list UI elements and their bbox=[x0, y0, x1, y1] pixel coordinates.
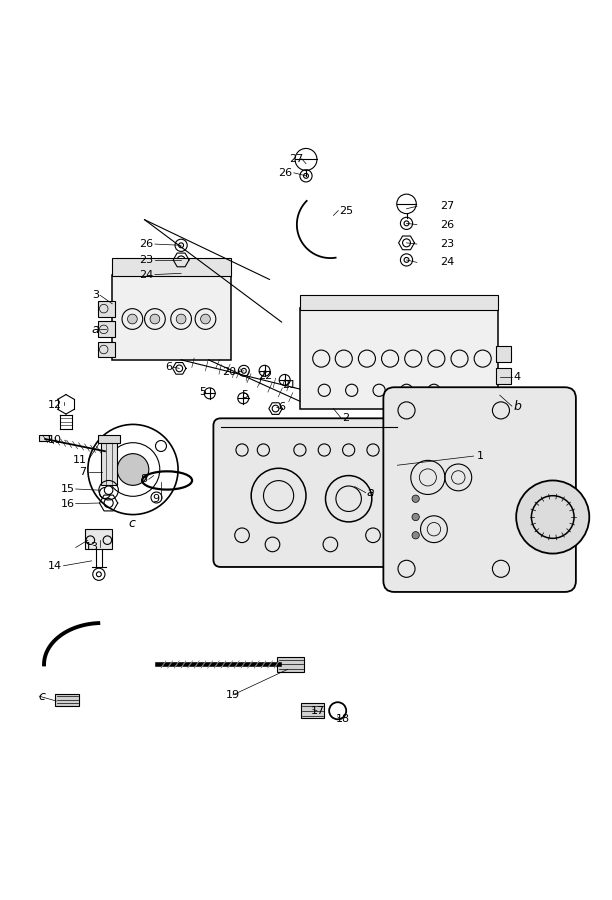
Text: 27: 27 bbox=[440, 202, 454, 211]
Text: a: a bbox=[367, 486, 375, 500]
Bar bbox=[98, 342, 114, 357]
Circle shape bbox=[412, 513, 419, 521]
Circle shape bbox=[97, 572, 102, 577]
Circle shape bbox=[179, 271, 184, 275]
Text: 11: 11 bbox=[73, 454, 87, 464]
Text: 24: 24 bbox=[140, 269, 154, 280]
Text: c: c bbox=[38, 689, 45, 703]
Text: 13: 13 bbox=[85, 543, 99, 553]
Bar bbox=[98, 321, 114, 338]
Text: 8: 8 bbox=[141, 474, 147, 484]
Text: 20: 20 bbox=[222, 367, 236, 377]
Bar bbox=[101, 442, 116, 485]
Circle shape bbox=[412, 495, 419, 502]
Text: 5: 5 bbox=[199, 386, 206, 397]
Bar bbox=[39, 436, 49, 442]
Text: 27: 27 bbox=[289, 154, 303, 164]
Text: 1: 1 bbox=[477, 451, 483, 461]
Text: 17: 17 bbox=[311, 706, 325, 716]
Circle shape bbox=[404, 257, 409, 263]
Bar bbox=[98, 436, 119, 443]
Text: 26: 26 bbox=[440, 220, 454, 230]
Circle shape bbox=[201, 314, 211, 324]
Bar bbox=[496, 389, 511, 404]
Circle shape bbox=[150, 314, 160, 324]
Bar bbox=[300, 308, 498, 409]
FancyBboxPatch shape bbox=[214, 418, 405, 567]
Text: 26: 26 bbox=[140, 239, 154, 249]
Text: 6: 6 bbox=[278, 402, 286, 412]
Bar bbox=[112, 274, 231, 360]
Circle shape bbox=[516, 481, 589, 554]
Circle shape bbox=[127, 314, 137, 324]
Text: 23: 23 bbox=[440, 239, 454, 249]
Text: 14: 14 bbox=[48, 561, 62, 571]
Text: 22: 22 bbox=[258, 371, 273, 381]
FancyBboxPatch shape bbox=[383, 387, 576, 592]
Text: 2: 2 bbox=[343, 413, 349, 423]
Text: 9: 9 bbox=[152, 494, 160, 504]
Circle shape bbox=[412, 532, 419, 539]
Text: 15: 15 bbox=[61, 484, 75, 494]
Text: c: c bbox=[129, 517, 135, 529]
Text: 23: 23 bbox=[140, 255, 154, 265]
Text: 21: 21 bbox=[282, 381, 296, 391]
Text: 5: 5 bbox=[242, 391, 248, 401]
Text: 18: 18 bbox=[335, 715, 349, 724]
Text: a: a bbox=[91, 323, 99, 336]
Bar bbox=[112, 258, 231, 276]
Text: 7: 7 bbox=[80, 467, 87, 477]
Bar bbox=[55, 694, 80, 706]
Text: 4: 4 bbox=[513, 372, 520, 382]
Text: 6: 6 bbox=[165, 362, 172, 372]
Bar bbox=[300, 294, 498, 310]
Text: 25: 25 bbox=[340, 205, 354, 216]
Circle shape bbox=[176, 314, 186, 324]
Text: 16: 16 bbox=[61, 499, 75, 508]
Circle shape bbox=[304, 174, 308, 178]
Circle shape bbox=[117, 454, 149, 485]
Circle shape bbox=[404, 220, 409, 226]
Text: 10: 10 bbox=[48, 436, 62, 446]
Bar bbox=[496, 368, 511, 383]
Text: 24: 24 bbox=[440, 257, 454, 267]
Text: 26: 26 bbox=[278, 167, 293, 178]
Bar bbox=[98, 301, 114, 317]
Text: 19: 19 bbox=[226, 690, 240, 700]
Bar bbox=[496, 346, 511, 362]
Circle shape bbox=[105, 486, 113, 494]
Bar bbox=[277, 657, 304, 671]
Text: b: b bbox=[513, 400, 521, 412]
Circle shape bbox=[179, 243, 184, 248]
Text: 3: 3 bbox=[92, 291, 99, 301]
Text: 12: 12 bbox=[48, 400, 62, 410]
Circle shape bbox=[241, 368, 246, 373]
Bar bbox=[301, 704, 324, 718]
Bar bbox=[86, 529, 112, 549]
